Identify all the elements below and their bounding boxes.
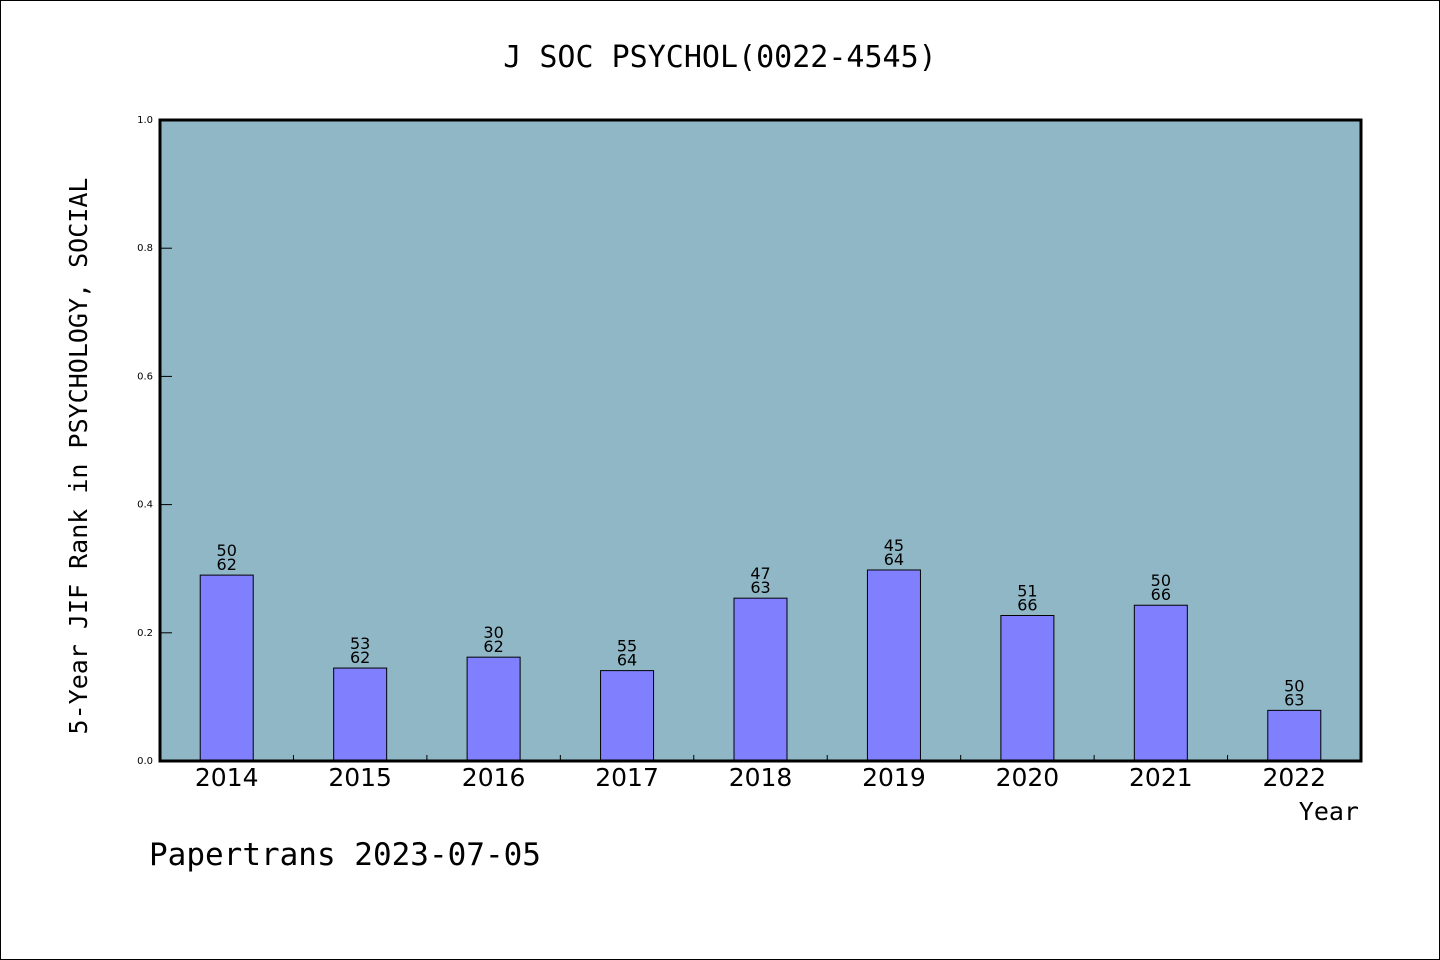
bar-2021 (1133, 604, 1188, 762)
x-tick-label-2018: 2018 (729, 763, 793, 792)
total-label-2015: 62 (350, 648, 370, 667)
total-label-2019: 64 (884, 550, 904, 569)
x-axis-ticks: 2014 2015 2016 2017 2018 2019 2020 2021 2022 (195, 755, 1326, 792)
rank-label-2014: 50 (217, 541, 237, 560)
plot-frame (158, 118, 1363, 763)
x-tick-label-2020: 2020 (996, 763, 1060, 792)
rank-label-2020: 51 (1017, 581, 1037, 600)
chart-title: J SOC PSYCHOL(0022-4545) (503, 40, 936, 75)
total-label-2021: 66 (1151, 585, 1171, 604)
y-tick-label-0.0: 0.0 (137, 756, 153, 767)
bars-layer (199, 569, 1322, 762)
rank-label-2021: 50 (1151, 571, 1171, 590)
rank-label-2017: 55 (617, 637, 637, 656)
bar-2020 (1000, 614, 1055, 762)
bar-2014 (199, 574, 254, 762)
rank-label-2016: 30 (483, 623, 503, 642)
bar-2016 (466, 656, 521, 762)
y-tick-label-0.8: 0.8 (137, 243, 153, 254)
rank-label-2019: 45 (884, 536, 904, 555)
rank-label-2015: 53 (350, 634, 370, 653)
x-tick-label-2022: 2022 (1262, 763, 1326, 792)
x-tick-label-2017: 2017 (595, 763, 659, 792)
y-tick-label-0.4: 0.4 (137, 500, 153, 511)
y-tick-label-0.2: 0.2 (137, 628, 153, 639)
x-tick-label-2019: 2019 (862, 763, 926, 792)
bar-2019 (866, 569, 921, 762)
bar-2022 (1267, 709, 1322, 762)
bar-2017 (600, 670, 655, 762)
x-tick-label-2015: 2015 (328, 763, 392, 792)
bar-2018 (733, 597, 788, 762)
x-axis-label: Year (1299, 797, 1359, 826)
y-axis-ticks: 0.0 0.2 0.4 0.6 0.8 1.0 (137, 115, 172, 767)
total-label-2017: 64 (617, 651, 637, 670)
total-label-2018: 63 (750, 578, 770, 597)
total-label-2016: 62 (483, 637, 503, 656)
x-tick-label-2014: 2014 (195, 763, 259, 792)
x-tick-label-2021: 2021 (1129, 763, 1193, 792)
x-tick-label-2016: 2016 (462, 763, 526, 792)
y-tick-label-0.6: 0.6 (137, 371, 153, 382)
rank-label-2018: 47 (750, 564, 770, 583)
y-axis-label: 5-Year JIF Rank in PSYCHOLOGY, SOCIAL (64, 178, 93, 735)
total-label-2014: 62 (217, 555, 237, 574)
rank-label-2022: 50 (1284, 676, 1304, 695)
total-label-2020: 66 (1017, 595, 1037, 614)
y-tick-label-1.0: 1.0 (137, 115, 153, 126)
bar-2015 (333, 667, 388, 762)
total-label-2022: 63 (1284, 690, 1304, 709)
footer-credit: Papertrans 2023-07-05 (149, 837, 541, 873)
